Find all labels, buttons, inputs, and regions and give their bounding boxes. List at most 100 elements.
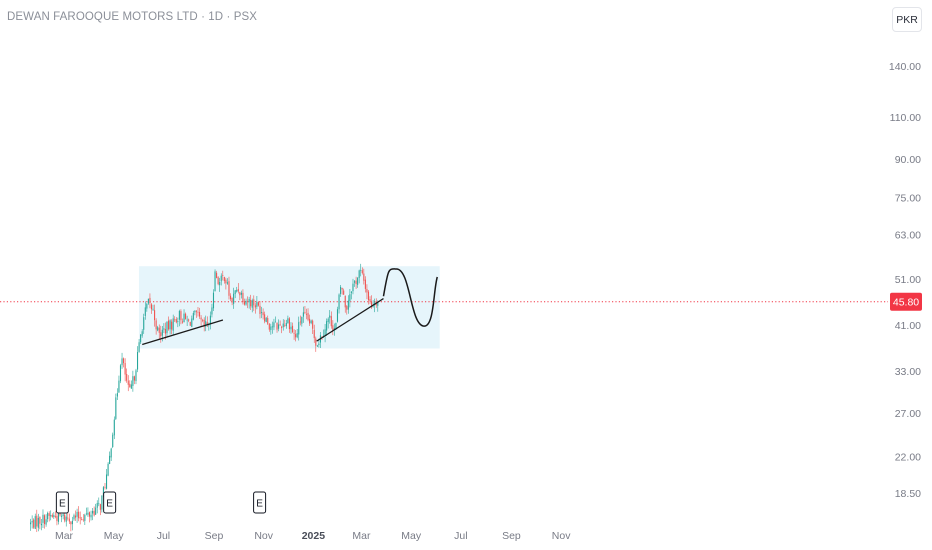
- candle-body: [127, 380, 129, 385]
- candle-body: [133, 376, 135, 381]
- candle-body: [56, 515, 58, 522]
- price-tick-label: 33.00: [895, 366, 921, 378]
- candle-body: [144, 307, 146, 316]
- candle-body: [358, 270, 360, 278]
- candle-body: [84, 514, 86, 521]
- candle-body: [197, 311, 199, 313]
- candle-body: [324, 329, 326, 337]
- candle-body: [82, 519, 84, 521]
- candle-body: [273, 322, 275, 328]
- candle-body: [95, 507, 97, 515]
- candle-body: [239, 292, 241, 296]
- candle-body: [304, 312, 306, 313]
- candle-body: [67, 517, 69, 519]
- price-tick-label: 63.00: [895, 229, 921, 241]
- candle-body: [177, 321, 179, 322]
- candle-body: [138, 342, 140, 352]
- candle-body: [336, 309, 339, 322]
- candle-body: [264, 314, 266, 322]
- candle-body: [93, 510, 95, 516]
- candle-body: [367, 291, 370, 301]
- candle-body: [195, 311, 197, 313]
- candle-body: [329, 315, 331, 318]
- time-tick-label: Jul: [157, 530, 170, 542]
- candle-body: [112, 434, 114, 447]
- rectangle-layer: [138, 266, 440, 349]
- candle-body: [377, 302, 379, 306]
- candle-body: [188, 319, 190, 321]
- candle-body: [371, 301, 373, 308]
- candle-body: [205, 321, 207, 327]
- candle-body: [281, 326, 283, 329]
- candle-body: [175, 319, 177, 323]
- candle-body: [271, 326, 273, 328]
- price-tick-label: 41.00: [895, 320, 921, 332]
- candle-body: [157, 327, 159, 331]
- time-tick-label: Sep: [205, 530, 224, 542]
- price-tick-label: 75.00: [895, 193, 921, 205]
- candle-body: [262, 312, 264, 316]
- candle-body: [228, 281, 230, 296]
- candle-body: [231, 297, 233, 303]
- candle-body: [183, 313, 185, 323]
- candle-body: [62, 514, 64, 516]
- price-tick-label: 110.00: [890, 112, 921, 124]
- candle-body: [216, 272, 218, 278]
- candle-body: [234, 290, 236, 295]
- candle-body: [43, 515, 46, 525]
- candle-body: [313, 329, 315, 339]
- candle-body: [50, 515, 52, 517]
- candle-body: [209, 315, 211, 325]
- earnings-marker: [55, 491, 69, 514]
- candle-body: [276, 322, 278, 330]
- candle-body: [36, 515, 38, 527]
- candle-body: [327, 318, 329, 323]
- price-tick-label: 27.00: [895, 408, 921, 420]
- candle-body: [248, 298, 250, 303]
- time-tick-label: May: [401, 530, 422, 542]
- candle-body: [53, 515, 55, 518]
- candle-body: [202, 319, 204, 321]
- candle-body: [347, 300, 349, 310]
- time-axis: Mar May Jul Sep Nov 2025 Mar May Jul Sep Nov: [55, 530, 571, 542]
- candle-body: [302, 312, 304, 317]
- candle-body: [180, 311, 182, 321]
- candle-body: [265, 317, 267, 322]
- candle-body: [361, 270, 363, 274]
- candle-body: [299, 321, 301, 323]
- candle-body: [291, 325, 294, 333]
- candle-body: [150, 304, 153, 310]
- candle-body: [102, 487, 104, 496]
- candle-body: [242, 292, 244, 303]
- candle-body: [214, 271, 216, 292]
- candle-body: [74, 515, 77, 518]
- candle-body: [166, 321, 168, 334]
- candle-body: [203, 319, 205, 327]
- candle-body: [31, 521, 33, 523]
- candle-body: [257, 302, 259, 306]
- candle-body: [357, 277, 359, 285]
- candle-body: [99, 504, 101, 510]
- candle-body: [149, 297, 151, 304]
- candle-body: [346, 306, 348, 310]
- candle-body: [136, 352, 139, 370]
- candle-body: [123, 358, 125, 364]
- candle-body: [226, 282, 228, 284]
- candle-body: [140, 334, 142, 343]
- candle-body: [301, 317, 303, 324]
- candle-body: [233, 293, 235, 304]
- candle-body: [344, 295, 346, 308]
- time-tick-label: 2025: [302, 530, 326, 542]
- candle-body: [340, 286, 342, 294]
- candle-body: [225, 279, 227, 284]
- currency-button[interactable]: PKR: [892, 7, 922, 32]
- candle-body: [307, 312, 309, 320]
- candle-body: [315, 338, 317, 346]
- candle-body: [48, 513, 50, 516]
- candle-body: [129, 383, 131, 388]
- candle-body: [79, 517, 81, 519]
- price-tick-label: 51.00: [895, 274, 921, 286]
- candle-body: [236, 290, 238, 292]
- candle-body: [167, 320, 170, 330]
